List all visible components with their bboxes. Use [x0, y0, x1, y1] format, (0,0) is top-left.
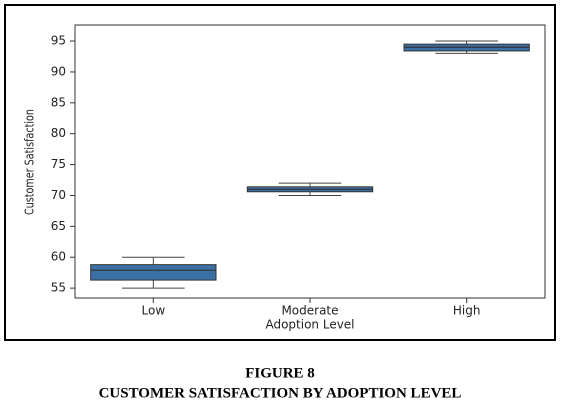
figure-number: FIGURE 8	[245, 365, 315, 381]
y-axis-label: Customer Satisfaction	[22, 109, 36, 215]
y-tick-label: 55	[51, 281, 66, 295]
y-tick-label: 65	[51, 219, 66, 233]
x-tick-label: High	[453, 304, 481, 318]
y-tick-label: 90	[51, 64, 66, 78]
y-tick-label: 75	[51, 157, 66, 171]
y-tick-label: 80	[51, 126, 66, 140]
x-tick-label: Moderate	[281, 304, 338, 318]
figure-frame	[4, 4, 556, 341]
box	[90, 264, 217, 281]
y-tick-label: 60	[51, 250, 66, 264]
y-tick-label: 95	[51, 34, 66, 48]
y-tick-label: 85	[51, 95, 66, 109]
x-tick-label: Low	[142, 304, 166, 318]
figure-title: CUSTOMER SATISFACTION BY ADOPTION LEVEL	[99, 385, 462, 401]
x-axis-label: Adoption Level	[265, 318, 354, 332]
y-tick-label: 70	[51, 188, 66, 202]
